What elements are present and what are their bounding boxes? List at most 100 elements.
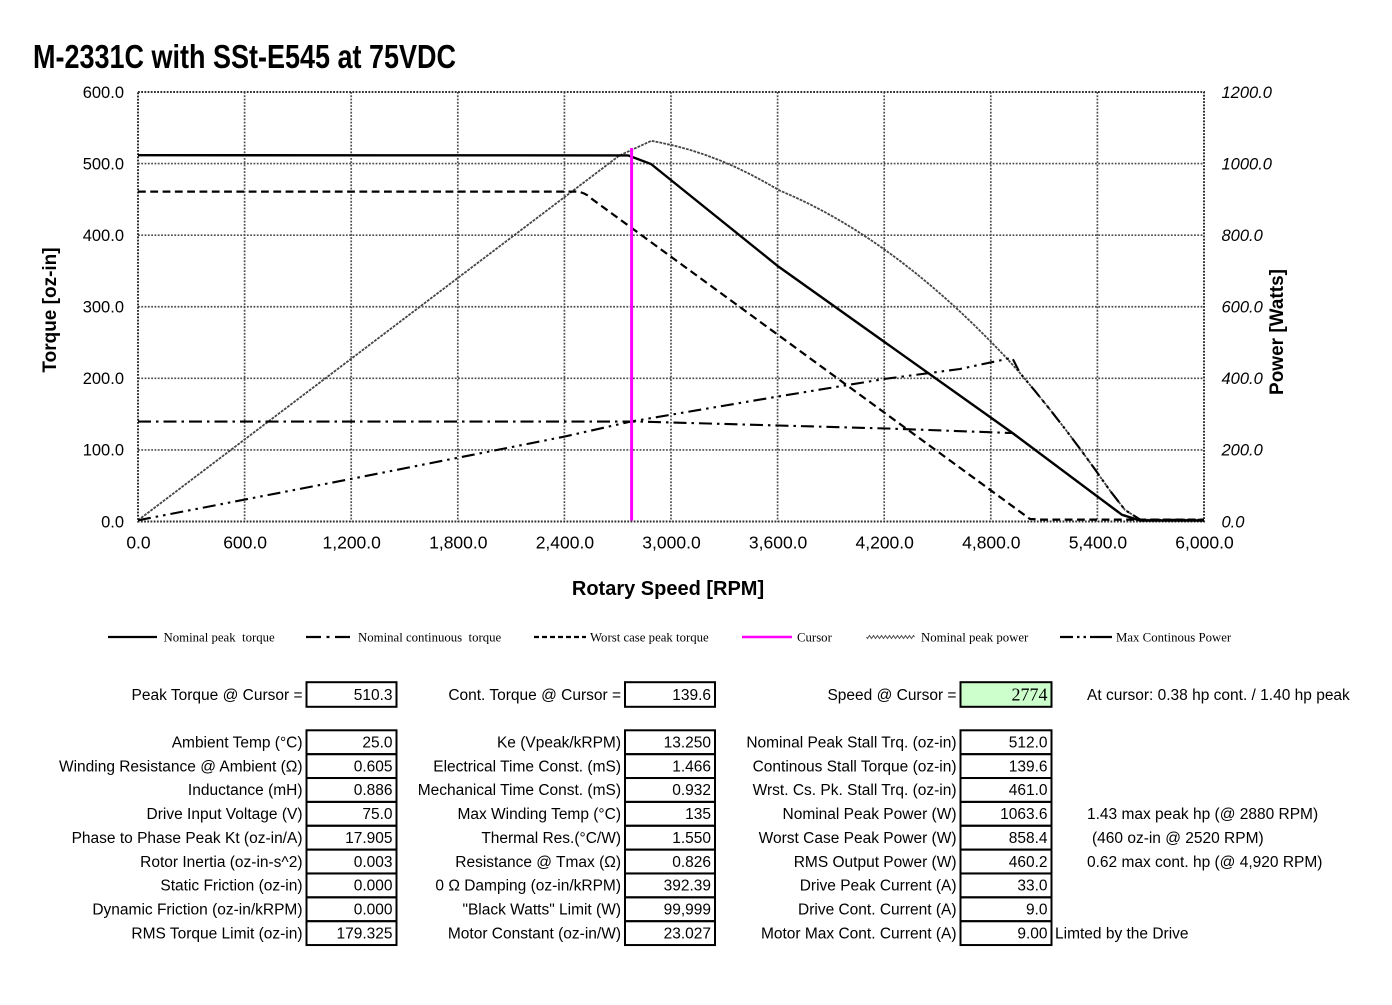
svg-text:139.6: 139.6 <box>672 687 711 704</box>
svg-text:0.003: 0.003 <box>354 854 393 871</box>
svg-text:Motor Max Cont. Current (A): Motor Max Cont. Current (A) <box>761 925 957 942</box>
svg-text:Power [Watts]: Power [Watts] <box>1267 269 1288 395</box>
svg-text:33.0: 33.0 <box>1017 878 1048 895</box>
svg-text:600.0: 600.0 <box>223 533 267 553</box>
svg-text:4,200.0: 4,200.0 <box>856 533 915 553</box>
svg-text:"Black Watts" Limit (W): "Black Watts" Limit (W) <box>462 902 621 919</box>
svg-text:Nominal peak power: Nominal peak power <box>921 631 1029 645</box>
svg-text:1200.0: 1200.0 <box>1222 84 1273 102</box>
svg-text:Ke (Vpeak/kRPM): Ke (Vpeak/kRPM) <box>497 735 621 752</box>
svg-text:1063.6: 1063.6 <box>1000 806 1047 823</box>
svg-text:800.0: 800.0 <box>1222 227 1264 245</box>
svg-text:At cursor: 0.38 hp cont. / 1.4: At cursor: 0.38 hp cont. / 1.40 hp peak <box>1087 687 1350 704</box>
svg-text:200.0: 200.0 <box>1221 442 1264 460</box>
svg-text:179.325: 179.325 <box>336 925 392 942</box>
svg-text:23.027: 23.027 <box>664 925 711 942</box>
svg-text:392.39: 392.39 <box>664 878 711 895</box>
svg-text:Nominal continuous torque: Nominal continuous torque <box>358 631 502 645</box>
svg-text:0.0: 0.0 <box>1222 513 1246 531</box>
svg-text:0.886: 0.886 <box>354 782 393 799</box>
svg-text:400.0: 400.0 <box>83 227 124 245</box>
svg-text:0 Ω Damping (oz-in/kRPM): 0 Ω Damping (oz-in/kRPM) <box>435 878 621 895</box>
svg-text:25.0: 25.0 <box>362 735 393 752</box>
svg-text:510.3: 510.3 <box>354 687 393 704</box>
svg-text:13.250: 13.250 <box>664 735 712 752</box>
svg-text:512.0: 512.0 <box>1009 735 1048 752</box>
svg-text:Torque [oz-in]: Torque [oz-in] <box>40 247 61 372</box>
svg-text:Winding Resistance @ Ambient (: Winding Resistance @ Ambient (Ω) <box>59 758 303 775</box>
svg-text:461.0: 461.0 <box>1009 782 1048 799</box>
svg-text:858.4: 858.4 <box>1009 830 1048 847</box>
svg-text:(460 oz-in @ 2520 RPM): (460 oz-in @ 2520 RPM) <box>1092 830 1264 847</box>
svg-text:0.0: 0.0 <box>126 533 151 553</box>
svg-text:Rotor Inertia (oz-in-s^2): Rotor Inertia (oz-in-s^2) <box>140 854 302 871</box>
svg-text:460.2: 460.2 <box>1009 854 1048 871</box>
svg-text:Peak Torque @ Cursor =: Peak Torque @ Cursor = <box>132 687 303 704</box>
svg-text:RMS Torque Limit (oz-in): RMS Torque Limit (oz-in) <box>131 925 302 942</box>
svg-text:135: 135 <box>685 806 711 823</box>
svg-text:Max Continous Power: Max Continous Power <box>1116 631 1232 645</box>
svg-text:Nominal peak torque: Nominal peak torque <box>164 631 276 645</box>
svg-text:600.0: 600.0 <box>83 84 124 102</box>
svg-text:0.826: 0.826 <box>672 854 711 871</box>
svg-text:Max Winding Temp (°C): Max Winding Temp (°C) <box>457 806 621 823</box>
svg-text:Limted by the Drive: Limted by the Drive <box>1055 925 1189 942</box>
svg-text:Inductance (mH): Inductance (mH) <box>188 782 303 799</box>
svg-text:600.0: 600.0 <box>1222 299 1264 317</box>
svg-text:1,800.0: 1,800.0 <box>429 533 488 553</box>
svg-text:Phase to Phase Peak Kt (oz-in/: Phase to Phase Peak Kt (oz-in/A) <box>72 830 303 847</box>
svg-text:1000.0: 1000.0 <box>1222 155 1273 173</box>
svg-text:1.43 max peak hp (@ 2880 RPM): 1.43 max peak hp (@ 2880 RPM) <box>1087 806 1318 823</box>
svg-text:Drive Cont. Current (A): Drive Cont. Current (A) <box>798 902 956 919</box>
svg-text:Static Friction (oz-in): Static Friction (oz-in) <box>160 878 302 895</box>
svg-text:400.0: 400.0 <box>1222 370 1264 388</box>
svg-text:Resistance @ Tmax (Ω): Resistance @ Tmax (Ω) <box>455 854 621 871</box>
svg-text:300.0: 300.0 <box>83 299 124 317</box>
svg-text:9.0: 9.0 <box>1026 902 1048 919</box>
svg-text:RMS Output Power (W): RMS Output Power (W) <box>794 854 957 871</box>
svg-text:Wrst. Cs. Pk. Stall Trq. (oz-i: Wrst. Cs. Pk. Stall Trq. (oz-in) <box>753 782 957 799</box>
svg-text:9.00: 9.00 <box>1017 925 1048 942</box>
svg-text:Speed @ Cursor =: Speed @ Cursor = <box>827 687 956 704</box>
svg-text:75.0: 75.0 <box>362 806 393 823</box>
svg-text:Motor Constant (oz-in/W): Motor Constant (oz-in/W) <box>448 925 621 942</box>
svg-text:2774: 2774 <box>1012 685 1048 705</box>
svg-text:Continous Stall Torque (oz-in): Continous Stall Torque (oz-in) <box>753 758 957 775</box>
svg-text:Thermal Res.(°C/W): Thermal Res.(°C/W) <box>481 830 621 847</box>
svg-text:Drive Peak Current (A): Drive Peak Current (A) <box>800 878 957 895</box>
svg-text:Cont. Torque @ Cursor =: Cont. Torque @ Cursor = <box>448 687 621 704</box>
svg-text:139.6: 139.6 <box>1009 758 1048 775</box>
svg-text:2,400.0: 2,400.0 <box>536 533 595 553</box>
svg-text:Mechanical Time Const. (mS): Mechanical Time Const. (mS) <box>418 782 621 799</box>
svg-text:Worst Case Peak Power (W): Worst Case Peak Power (W) <box>759 830 957 847</box>
svg-text:1.550: 1.550 <box>672 830 711 847</box>
svg-text:5,400.0: 5,400.0 <box>1069 533 1128 553</box>
svg-text:0.605: 0.605 <box>354 758 393 775</box>
svg-text:Worst case peak torque: Worst case peak torque <box>590 631 709 645</box>
svg-text:Electrical Time Const. (mS): Electrical Time Const. (mS) <box>433 758 621 775</box>
svg-text:17.905: 17.905 <box>345 830 392 847</box>
svg-text:M-2331C with SSt-E545 at 75VDC: M-2331C with SSt-E545 at 75VDC <box>33 39 456 76</box>
svg-text:1,200.0: 1,200.0 <box>323 533 382 553</box>
svg-text:1.466: 1.466 <box>672 758 711 775</box>
svg-text:Nominal Peak Stall Trq. (oz-in: Nominal Peak Stall Trq. (oz-in) <box>746 735 956 752</box>
svg-text:Ambient Temp (°C): Ambient Temp (°C) <box>172 735 303 752</box>
svg-text:Cursor: Cursor <box>797 631 833 645</box>
svg-text:Rotary Speed [RPM]: Rotary Speed [RPM] <box>572 578 764 600</box>
svg-text:200.0: 200.0 <box>83 370 124 388</box>
svg-text:3,600.0: 3,600.0 <box>749 533 808 553</box>
svg-text:100.0: 100.0 <box>83 442 124 460</box>
svg-text:0.62 max cont. hp (@ 4,920 RPM: 0.62 max cont. hp (@ 4,920 RPM) <box>1087 854 1322 871</box>
svg-text:0.0: 0.0 <box>101 513 124 531</box>
svg-text:Nominal Peak Power (W): Nominal Peak Power (W) <box>783 806 957 823</box>
svg-text:0.932: 0.932 <box>672 782 711 799</box>
svg-text:0.000: 0.000 <box>354 878 393 895</box>
svg-text:Dynamic Friction (oz-in/kRPM): Dynamic Friction (oz-in/kRPM) <box>92 902 302 919</box>
svg-text:500.0: 500.0 <box>83 155 124 173</box>
svg-text:4,800.0: 4,800.0 <box>962 533 1021 553</box>
svg-text:3,000.0: 3,000.0 <box>642 533 701 553</box>
svg-text:99,999: 99,999 <box>664 902 711 919</box>
svg-text:Drive Input Voltage (V): Drive Input Voltage (V) <box>147 806 303 823</box>
svg-text:0.000: 0.000 <box>354 902 393 919</box>
svg-text:6,000.0: 6,000.0 <box>1175 533 1234 553</box>
